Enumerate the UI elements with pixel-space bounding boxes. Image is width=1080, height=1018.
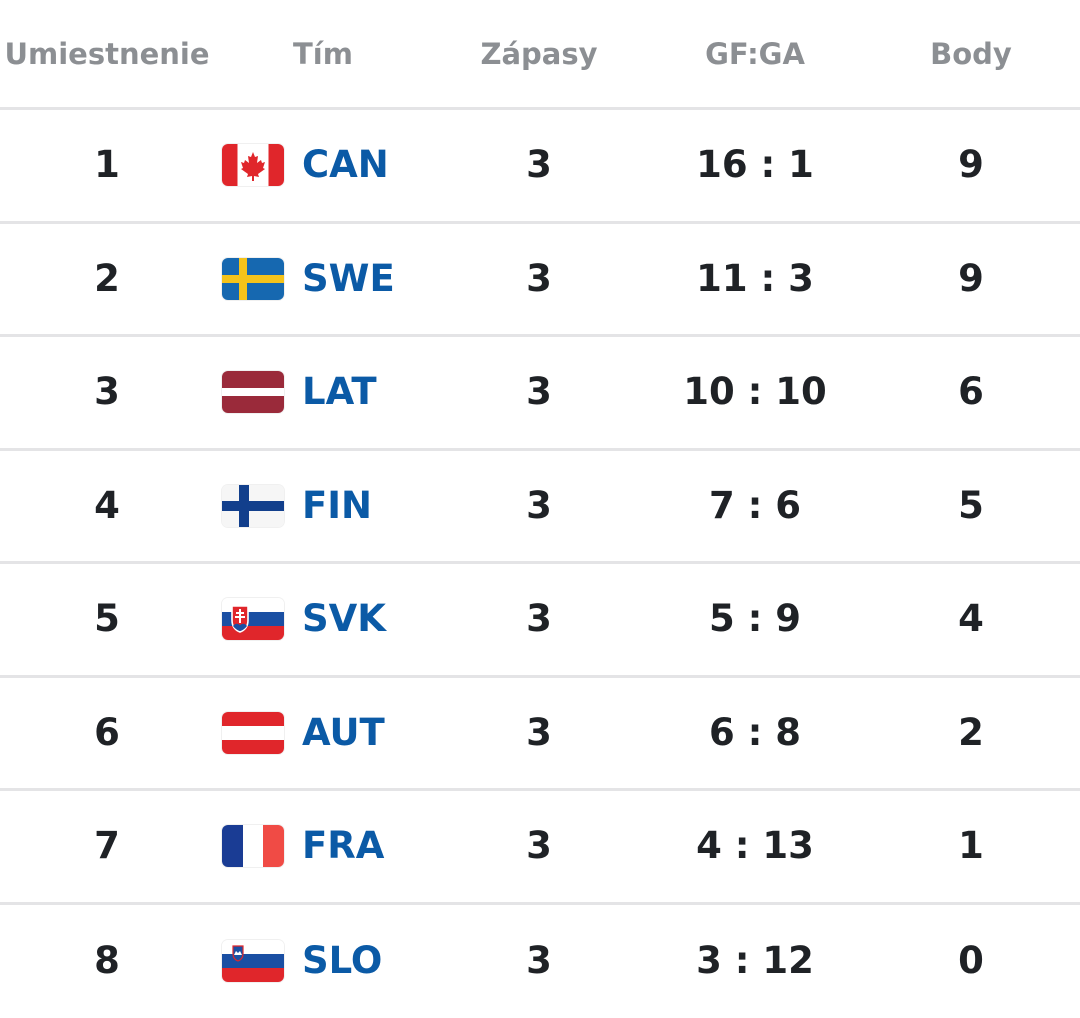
rank-cell: 8	[94, 939, 120, 983]
score-cell: 11 : 3	[696, 257, 814, 301]
austria-flag-icon	[222, 712, 284, 754]
score-cell: 16 : 1	[696, 143, 814, 187]
finland-flag-icon	[222, 485, 284, 527]
table-row[interactable]: 8 SLO 3 3 : 12 0	[0, 905, 1080, 1018]
team-cell[interactable]: LAT	[222, 370, 377, 414]
rank-cell: 3	[94, 370, 120, 414]
points-cell: 6	[958, 370, 984, 414]
score-cell: 10 : 10	[683, 370, 827, 414]
canada-flag-icon	[222, 144, 284, 186]
table-row[interactable]: 7 FRA 3 4 : 13 1	[0, 791, 1080, 905]
score-cell: 4 : 13	[696, 824, 814, 868]
sweden-flag-icon	[222, 258, 284, 300]
header-team[interactable]: Tím	[293, 34, 353, 74]
team-cell[interactable]: AUT	[222, 711, 385, 755]
table-row[interactable]: 5 SVK 3 5 : 9 4	[0, 564, 1080, 678]
games-cell: 3	[526, 824, 552, 868]
team-code: FRA	[302, 824, 384, 868]
team-cell[interactable]: SWE	[222, 257, 395, 301]
team-code: LAT	[302, 370, 377, 414]
rank-cell: 4	[94, 484, 120, 528]
table-row[interactable]: 2 SWE 3 11 : 3 9	[0, 224, 1080, 338]
games-cell: 3	[526, 711, 552, 755]
table-row[interactable]: 1 CAN 3 16 : 1 9	[0, 110, 1080, 224]
france-flag-icon	[222, 825, 284, 867]
header-points[interactable]: Body	[930, 34, 1012, 74]
team-code: FIN	[302, 484, 372, 528]
rank-cell: 7	[94, 824, 120, 868]
team-code: SWE	[302, 257, 395, 301]
games-cell: 3	[526, 143, 552, 187]
rank-cell: 1	[94, 143, 120, 187]
rank-cell: 6	[94, 711, 120, 755]
table-row[interactable]: 4 FIN 3 7 : 6 5	[0, 451, 1080, 565]
points-cell: 1	[958, 824, 984, 868]
points-cell: 2	[958, 711, 984, 755]
table-header: Umiestnenie Tím Zápasy GF:GA Body	[0, 0, 1080, 110]
games-cell: 3	[526, 370, 552, 414]
latvia-flag-icon	[222, 371, 284, 413]
games-cell: 3	[526, 939, 552, 983]
team-cell[interactable]: SLO	[222, 939, 382, 983]
team-code: SVK	[302, 597, 386, 641]
team-cell[interactable]: CAN	[222, 143, 389, 187]
points-cell: 9	[958, 257, 984, 301]
slovenia-flag-icon	[222, 940, 284, 982]
score-cell: 7 : 6	[709, 484, 801, 528]
team-code: AUT	[302, 711, 385, 755]
points-cell: 5	[958, 484, 984, 528]
header-rank[interactable]: Umiestnenie	[4, 34, 209, 74]
games-cell: 3	[526, 484, 552, 528]
rank-cell: 2	[94, 257, 120, 301]
games-cell: 3	[526, 597, 552, 641]
points-cell: 9	[958, 143, 984, 187]
team-cell[interactable]: FIN	[222, 484, 372, 528]
header-score[interactable]: GF:GA	[705, 34, 805, 74]
slovakia-flag-icon	[222, 598, 284, 640]
points-cell: 0	[958, 939, 984, 983]
header-games[interactable]: Zápasy	[480, 34, 597, 74]
team-code: CAN	[302, 143, 389, 187]
points-cell: 4	[958, 597, 984, 641]
rank-cell: 5	[94, 597, 120, 641]
score-cell: 3 : 12	[696, 939, 814, 983]
team-cell[interactable]: SVK	[222, 597, 386, 641]
score-cell: 5 : 9	[709, 597, 801, 641]
score-cell: 6 : 8	[709, 711, 801, 755]
team-code: SLO	[302, 939, 382, 983]
games-cell: 3	[526, 257, 552, 301]
table-row[interactable]: 6 AUT 3 6 : 8 2	[0, 678, 1080, 792]
team-cell[interactable]: FRA	[222, 824, 384, 868]
table-row[interactable]: 3 LAT 3 10 : 10 6	[0, 337, 1080, 451]
